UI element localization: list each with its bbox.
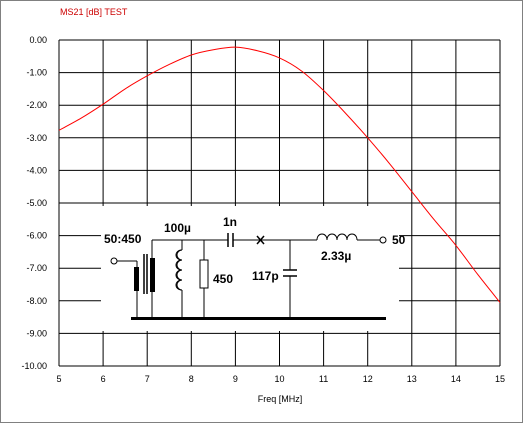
x-tick-label: 14	[451, 374, 461, 384]
capacitor-2-symbol	[283, 240, 297, 318]
inductor-1-label: 100µ	[164, 221, 191, 235]
output-label: 50	[392, 233, 406, 247]
x-tick-label: 11	[319, 374, 328, 384]
x-tick-label: 12	[363, 374, 373, 384]
y-tick-label: 0.00	[29, 35, 47, 45]
y-tick-label: -10.00	[21, 361, 47, 371]
x-tick-label: 13	[407, 374, 417, 384]
chart-title: MS21 [dB] TEST	[60, 7, 128, 17]
x-tick-label: 5	[56, 374, 61, 384]
x-tick-labels: 5 6 7 8 9 10 11 12 13 14 15	[56, 374, 505, 384]
y-tick-label: -6.00	[26, 231, 47, 241]
y-tick-label: -8.00	[26, 296, 47, 306]
capacitor-2-label: 117p	[252, 269, 279, 283]
transformer-label: 50:450	[104, 232, 142, 246]
input-terminal	[110, 257, 118, 265]
output-terminal	[379, 236, 387, 244]
y-tick-label: -1.00	[26, 68, 47, 78]
y-tick-label: -9.00	[26, 328, 47, 338]
data-points	[58, 47, 501, 303]
inductor-2-symbol	[316, 233, 380, 241]
schematic-background	[101, 206, 399, 331]
x-tick-label: 15	[495, 374, 505, 384]
resistor-label: 450	[213, 272, 233, 286]
x-tick-label: 6	[101, 374, 106, 384]
transformer-symbol	[134, 240, 155, 318]
y-tick-label: -4.00	[26, 165, 47, 175]
circuit-schematic: 50:450 100µ 450 1n	[101, 206, 406, 331]
y-tick-label: -7.00	[26, 263, 47, 273]
x-tick-label: 8	[189, 374, 194, 384]
x-tick-label: 9	[233, 374, 238, 384]
y-tick-label: -5.00	[26, 198, 47, 208]
resistor-symbol	[199, 240, 209, 318]
ground-bus	[131, 317, 386, 320]
x-tick-label: 7	[145, 374, 150, 384]
capacitor-1-label: 1n	[223, 215, 237, 229]
y-tick-label: -3.00	[26, 133, 47, 143]
x-axis-label: Freq [MHz]	[258, 394, 303, 404]
x-tick-label: 10	[274, 374, 284, 384]
inductor-2-label: 2.33µ	[321, 249, 351, 263]
cross-marker	[256, 235, 265, 245]
inductor-1-symbol	[175, 240, 183, 318]
y-tick-labels: 0.00 -1.00 -2.00 -3.00 -4.00 -5.00 -6.00 -7.00 -…	[21, 35, 47, 371]
y-tick-label: -2.00	[26, 100, 47, 110]
